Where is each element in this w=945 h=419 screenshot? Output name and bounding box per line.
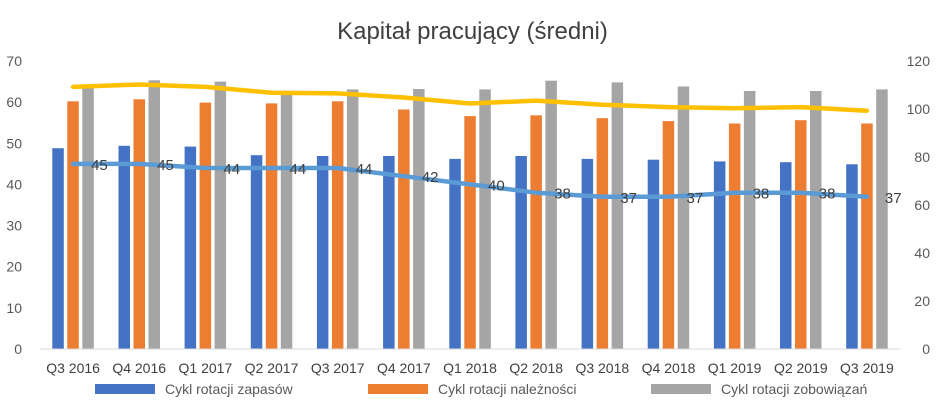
x-tick-6: Q1 2018 (443, 360, 497, 376)
bar-s0-11 (780, 162, 792, 349)
bar-s1-7 (530, 115, 542, 349)
bar-s1-4 (331, 101, 344, 349)
y-left-tick-2: 20 (6, 259, 22, 275)
x-tick-1: Q4 2016 (112, 360, 166, 376)
bar-s1-8 (596, 118, 609, 349)
x-tick-2: Q1 2017 (179, 360, 233, 376)
x-tick-4: Q3 2017 (311, 360, 365, 376)
y-right-tick-0: 0 (922, 341, 930, 357)
chart-title: Kapitał pracujący (średni) (337, 18, 608, 45)
bar-s1-10 (728, 123, 741, 349)
y-right-tick-2: 40 (914, 245, 930, 261)
bar-s2-0 (82, 86, 94, 350)
data-label-11: 38 (819, 186, 836, 203)
bar-s0-12 (846, 164, 858, 349)
bar-s0-10 (713, 161, 726, 349)
data-label-8: 37 (620, 190, 637, 207)
bar-s0-9 (647, 159, 660, 349)
x-tick-12: Q3 2019 (840, 360, 894, 376)
y-right-tick-5: 100 (907, 101, 931, 117)
x-tick-5: Q4 2017 (377, 360, 431, 376)
bar-s1-6 (464, 116, 476, 349)
bar-s1-1 (133, 99, 145, 349)
line-series-0 (70, 82, 870, 113)
data-label-4: 44 (356, 161, 373, 178)
y-left-tick-3: 30 (6, 218, 22, 234)
bar-s2-10 (743, 91, 756, 349)
bar-s2-4 (346, 89, 359, 350)
chart-legend: Cykl rotacji zapasów Cykl rotacji należn… (0, 381, 945, 403)
legend-label-zapasy: Cykl rotacji zapasów (165, 381, 293, 397)
y-right-tick-4: 80 (914, 149, 930, 165)
bar-s0-3 (250, 155, 263, 349)
data-label-0: 45 (91, 157, 108, 174)
x-tick-3: Q2 2017 (245, 360, 299, 376)
bar-s1-3 (265, 103, 278, 350)
x-tick-0: Q3 2016 (46, 360, 100, 376)
y-left-tick-7: 70 (6, 53, 22, 69)
bar-s1-5 (398, 109, 410, 349)
bar-s0-6 (449, 158, 461, 349)
bar-s0-8 (581, 158, 594, 349)
x-tick-11: Q2 2019 (774, 360, 828, 376)
legend-label-naleznosci: Cykl rotacji należności (438, 381, 577, 397)
legend-item-zobowiazania: Cykl rotacji zobowiązań (651, 381, 867, 397)
bar-s1-0 (67, 101, 79, 349)
bar-s0-7 (515, 156, 527, 349)
y-left-tick-6: 60 (6, 94, 22, 110)
y-left-tick-4: 40 (6, 176, 22, 192)
bar-s0-0 (52, 148, 64, 349)
x-tick-9: Q4 2018 (642, 360, 696, 376)
x-tick-8: Q3 2018 (575, 360, 629, 376)
data-label-1: 45 (157, 157, 174, 174)
legend-item-zapasy: Cykl rotacji zapasów (95, 381, 293, 397)
bar-s2-9 (677, 86, 690, 349)
y-right-tick-6: 120 (907, 53, 931, 69)
bar-s2-1 (148, 80, 160, 350)
bar-s1-11 (795, 120, 807, 349)
data-label-9: 37 (687, 190, 704, 207)
x-tick-7: Q2 2018 (509, 360, 563, 376)
bar-s1-2 (199, 102, 212, 349)
data-label-2: 44 (223, 161, 240, 178)
data-label-5: 42 (422, 169, 439, 186)
data-label-6: 40 (488, 177, 505, 194)
data-label-10: 38 (753, 186, 770, 203)
data-label-3: 44 (290, 161, 307, 178)
bar-s0-5 (383, 156, 395, 349)
bar-s2-11 (810, 91, 822, 349)
bar-s2-6 (479, 89, 491, 350)
y-left-tick-0: 0 (14, 341, 22, 357)
legend-item-naleznosci: Cykl rotacji należności (368, 381, 577, 397)
y-right-tick-3: 60 (914, 197, 930, 213)
data-label-7: 38 (554, 186, 571, 203)
bar-s2-8 (611, 82, 624, 350)
y-left-tick-1: 10 (6, 300, 22, 316)
bar-s1-9 (662, 121, 675, 349)
bar-s2-3 (280, 91, 293, 350)
x-tick-10: Q1 2019 (708, 360, 762, 376)
bar-s1-12 (861, 123, 873, 349)
bar-s2-12 (876, 89, 888, 350)
bar-s0-2 (184, 146, 197, 349)
y-left-tick-5: 50 (6, 135, 22, 151)
bar-s2-2 (214, 81, 227, 349)
y-right-tick-1: 20 (914, 293, 930, 309)
legend-swatch-zobowiazania (651, 384, 711, 394)
bar-s2-7 (545, 80, 557, 349)
line-series-1 (70, 161, 870, 200)
bar-s2-5 (413, 89, 425, 349)
legend-swatch-naleznosci (368, 384, 428, 394)
bar-s0-1 (118, 145, 130, 349)
bar-s0-4 (316, 156, 329, 349)
legend-swatch-zapasy (95, 384, 155, 394)
data-label-12: 37 (885, 190, 902, 207)
legend-label-zobowiazania: Cykl rotacji zobowiązań (721, 381, 868, 397)
